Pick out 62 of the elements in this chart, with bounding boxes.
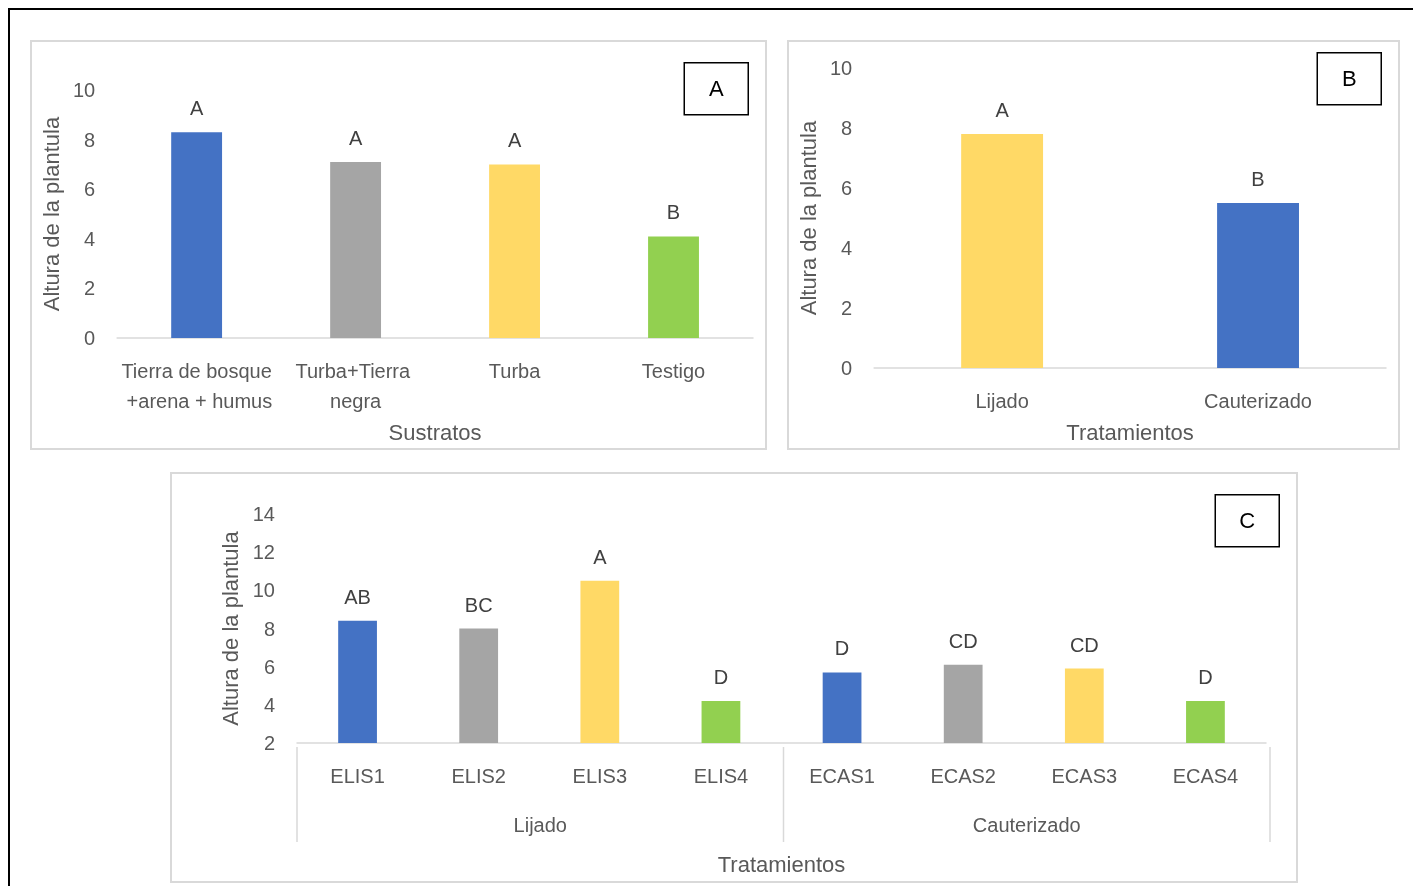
annotation: B: [1341, 66, 1357, 92]
y-tick-label: 10: [252, 579, 275, 602]
y-tick-label: 8: [841, 117, 853, 140]
x-tick-label: ELIS4: [693, 765, 749, 787]
bar: [489, 164, 540, 339]
y-tick-label: 2: [84, 277, 96, 300]
y-tick-label: 4: [263, 693, 275, 716]
annotation: D: [1198, 666, 1213, 689]
x-tick-label: ECAS4: [1172, 765, 1239, 787]
x-tick-label: Lijado: [975, 390, 1029, 413]
y-tick-label: 0: [84, 327, 96, 350]
y-tick-label: 8: [263, 617, 275, 640]
y-tick-label: 6: [84, 178, 96, 201]
annotation: C: [1239, 508, 1256, 534]
x-tick-label: Turba+Tierra negra: [295, 360, 416, 413]
x-tick-label: ELIS1: [330, 765, 385, 787]
y-tick-label: 10: [829, 57, 853, 79]
annotation: A: [189, 97, 204, 120]
annotation: A: [995, 99, 1010, 122]
annotation: A: [348, 126, 363, 149]
text: Lijado: [513, 814, 567, 836]
bar: [648, 236, 699, 339]
x-axis-title: Tratamientos: [717, 851, 846, 877]
y-tick-label: 2: [263, 732, 275, 754]
annotation: D: [834, 637, 850, 660]
x-tick-label: ELIS3: [572, 765, 628, 787]
y-tick-label: 6: [841, 177, 853, 200]
y-tick-label: 4: [841, 237, 853, 260]
annotation: AB: [344, 585, 371, 608]
x-axis-title: Tratamientos: [1066, 419, 1194, 445]
annotation: CD: [948, 629, 978, 652]
annotation: A: [507, 129, 522, 152]
x-tick-label: ECAS1: [809, 765, 875, 787]
y-tick-label: 14: [252, 503, 275, 525]
y-tick-label: 0: [841, 357, 853, 380]
y-tick-label: 10: [72, 79, 96, 101]
annotation: CD: [1069, 633, 1099, 656]
annotation: BC: [464, 593, 493, 616]
y-axis-title: Altura de la plantula: [218, 530, 244, 726]
y-tick-label: 12: [252, 541, 275, 564]
y-tick-label: 6: [263, 655, 275, 678]
x-tick-label: Turba: [488, 360, 542, 383]
x-tick-label: ECAS2: [930, 765, 996, 787]
annotation: B: [666, 201, 681, 224]
annotation: B: [1251, 168, 1265, 191]
x-tick-label: ELIS2: [451, 765, 506, 787]
x-tick-label: Tierra de bosque +arena + humus: [121, 360, 273, 413]
y-axis-title: Altura de la plantula: [795, 120, 821, 316]
y-tick-label: 8: [84, 128, 96, 151]
bar: [330, 161, 382, 339]
x-axis-title: Sustratos: [388, 419, 482, 445]
text: Cauterizado: [972, 814, 1081, 836]
y-tick-label: 2: [841, 297, 853, 320]
bar: [171, 132, 223, 339]
annotation: A: [593, 545, 608, 568]
annotation: D: [713, 666, 729, 689]
x-tick-label: ECAS3: [1051, 765, 1118, 787]
x-tick-label: Testigo: [641, 360, 706, 383]
y-axis-title: Altura de la plantula: [38, 116, 64, 312]
x-tick-label: Cauterizado: [1204, 390, 1312, 413]
annotation: A: [708, 76, 724, 102]
y-tick-label: 4: [84, 227, 96, 250]
